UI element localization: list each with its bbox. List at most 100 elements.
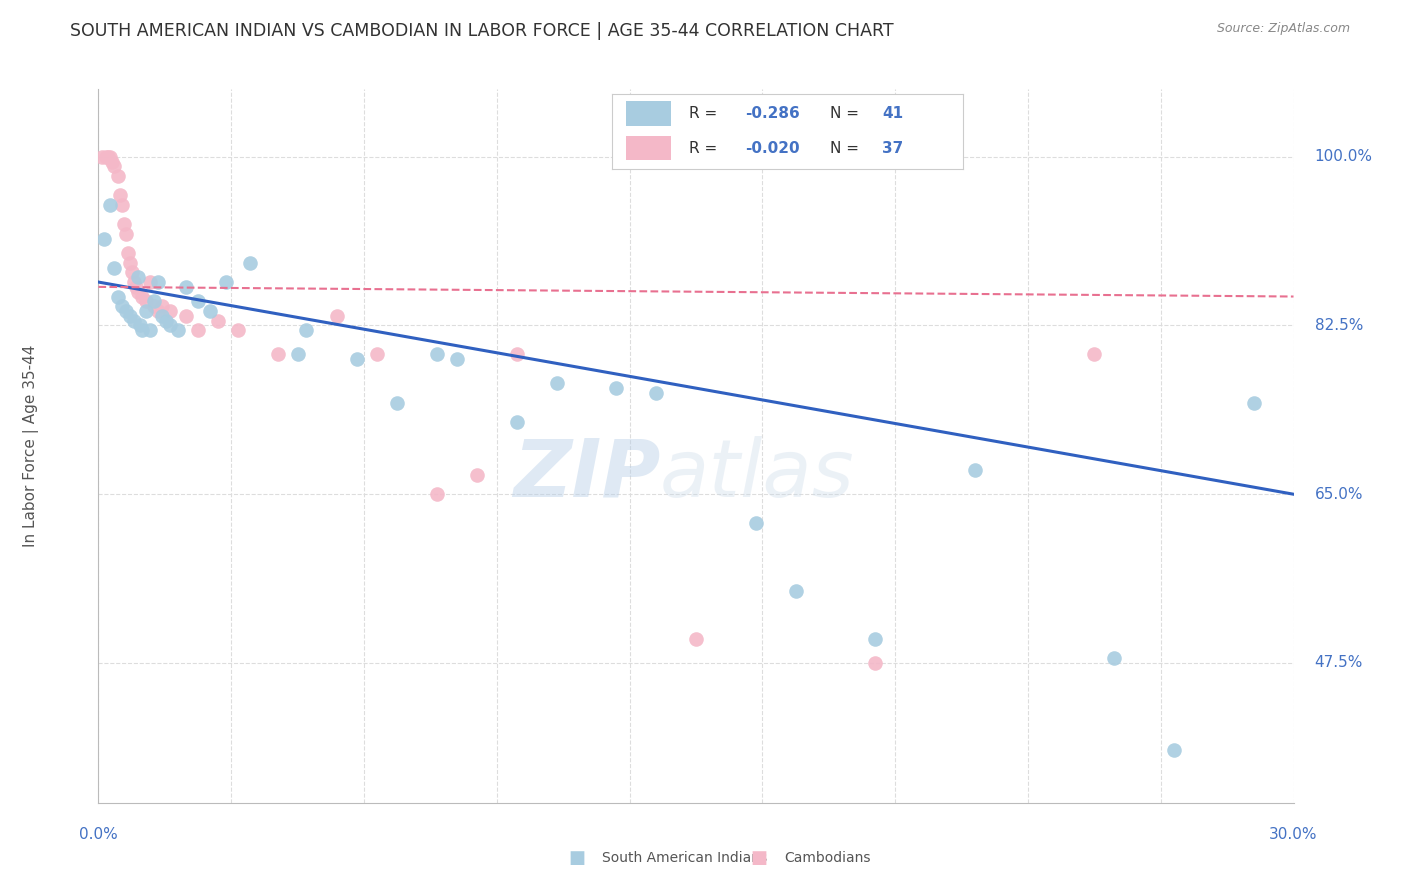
Point [326,309,349,323]
Text: -0.286: -0.286 [745,106,800,121]
Point [98,198,122,212]
Point [294,323,316,337]
Point [150,299,173,313]
Point [155,313,177,327]
Point [546,376,568,391]
Point [131,323,153,337]
Text: atlas: atlas [661,435,855,514]
Point [465,467,488,482]
Text: R =: R = [689,141,723,156]
Point [98,150,122,164]
Point [174,309,197,323]
Point [1083,347,1105,361]
Point [139,275,162,289]
Text: 37: 37 [883,141,904,156]
Point [107,289,129,303]
Text: R =: R = [689,106,723,121]
Point [131,289,153,303]
Point [143,294,166,309]
Point [111,198,134,212]
Point [506,415,529,429]
Text: ZIP: ZIP [513,435,661,514]
Point [93,232,115,246]
Text: N =: N = [830,106,863,121]
Point [117,246,139,260]
Point [785,583,807,598]
Point [963,463,986,477]
Point [346,352,368,367]
Text: 0.0%: 0.0% [79,827,118,841]
Text: 47.5%: 47.5% [1315,656,1362,671]
Point [120,309,142,323]
Point [863,656,886,670]
Text: Cambodians: Cambodians [785,851,872,865]
Point [159,304,181,318]
Point [745,516,768,530]
Point [605,381,627,395]
Point [120,256,142,270]
Point [267,347,290,361]
Point [187,294,209,309]
Text: N =: N = [830,141,863,156]
Point [167,323,190,337]
Point [174,280,197,294]
Point [110,188,132,202]
Point [446,352,468,367]
Point [103,159,125,173]
Point [148,304,170,318]
Text: ■: ■ [751,849,768,867]
Text: 65.0%: 65.0% [1315,487,1362,501]
Point [187,323,209,337]
Point [685,632,707,646]
Point [506,347,529,361]
Point [125,280,148,294]
Point [645,386,668,401]
Text: ■: ■ [568,849,585,867]
Point [124,275,146,289]
Point [96,150,118,164]
Point [366,347,388,361]
Point [115,227,138,241]
Point [150,309,173,323]
Point [103,260,125,275]
Point [1104,651,1126,665]
Point [111,299,134,313]
Text: -0.020: -0.020 [745,141,800,156]
Bar [626,136,672,161]
Point [135,304,157,318]
Point [97,150,120,164]
Point [91,150,114,164]
Point [127,285,149,299]
Point [112,217,135,231]
Text: 30.0%: 30.0% [1270,827,1317,841]
Point [207,313,229,327]
Point [426,347,449,361]
Text: In Labor Force | Age 35-44: In Labor Force | Age 35-44 [22,345,39,547]
Text: South American Indians: South American Indians [602,851,766,865]
Point [101,154,124,169]
Point [107,169,129,183]
Point [239,256,262,270]
Point [115,304,138,318]
Point [215,275,238,289]
Point [226,323,249,337]
Point [426,487,449,501]
Point [1163,743,1185,757]
Text: 82.5%: 82.5% [1315,318,1362,333]
Point [287,347,309,361]
Text: 41: 41 [883,106,904,121]
Text: SOUTH AMERICAN INDIAN VS CAMBODIAN IN LABOR FORCE | AGE 35-44 CORRELATION CHART: SOUTH AMERICAN INDIAN VS CAMBODIAN IN LA… [70,22,894,40]
Point [385,395,409,409]
Point [198,304,221,318]
Point [143,299,166,313]
Text: Source: ZipAtlas.com: Source: ZipAtlas.com [1216,22,1350,36]
Point [129,318,152,333]
Point [127,270,149,285]
Point [121,265,143,279]
Text: 100.0%: 100.0% [1315,149,1372,164]
Point [863,632,886,646]
Point [139,323,162,337]
Point [1243,395,1265,409]
Point [159,318,181,333]
Point [124,313,146,327]
